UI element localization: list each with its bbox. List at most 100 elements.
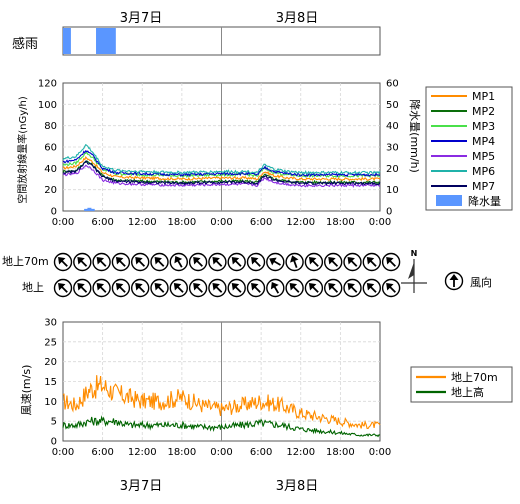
legend-label-MP7: MP7 — [472, 180, 495, 193]
wind-arrow-icon — [53, 278, 73, 298]
x-tick-label: 6:00 — [91, 447, 113, 458]
legend-label-MP6: MP6 — [472, 165, 495, 178]
y-tick-label: 5 — [51, 417, 57, 428]
wind-arrow-icon — [227, 252, 246, 272]
legend-label-MP5: MP5 — [472, 150, 495, 163]
radiation-y-axis-label: 空間放射線量率(nGy/h) — [16, 96, 29, 204]
wind-arrow-icon — [150, 252, 169, 272]
wind-dir-legend: 風向 — [444, 271, 492, 291]
y-tick-label: 30 — [44, 318, 57, 329]
wind-speed-chart: 0 5 10 15 20 25 30 0:00 6:00 12:00 18:00 0:00 6:00 1… — [20, 318, 391, 459]
wind-arrow-icon — [73, 252, 92, 272]
wind-arrow-icon — [208, 252, 227, 272]
legend-swatch-precip — [436, 195, 462, 206]
date-label-day1: 3月7日 — [120, 11, 163, 26]
wind-direction-panel: 地上70m 地上 N 風向 — [2, 249, 492, 298]
y-tick-label: 25 — [44, 337, 57, 348]
x-tick-label: 18:00 — [167, 217, 196, 228]
rain-sense-bar — [96, 28, 116, 54]
date-label-day2-bottom: 3月8日 — [276, 479, 319, 494]
y2-tick-label: 30 — [386, 143, 399, 154]
wind-arrow-icon — [92, 252, 111, 272]
x-tick-label: 0:00 — [52, 217, 74, 228]
wind-arrow-icon — [343, 278, 362, 298]
wind-arrow-icon — [130, 252, 150, 272]
y-tick-label: 60 — [44, 143, 57, 154]
x-tick-label: 6:00 — [250, 217, 272, 228]
radiation-chart: 0 20 40 60 80 100 120 0 10 20 30 40 50 60 0:00 6:00 12… — [16, 79, 422, 229]
precipitation-y-axis-label: 降水量(mm/h) — [408, 99, 422, 173]
x-tick-label: 6:00 — [91, 217, 113, 228]
wind-arrow-icon — [324, 252, 343, 272]
wind-arrow-icon — [150, 278, 169, 298]
wind-arrow-icon — [53, 252, 73, 272]
x-tick-label: 0:00 — [369, 447, 391, 458]
wind-speed-legend-frame — [410, 366, 513, 403]
x-tick-label: 0:00 — [369, 217, 391, 228]
wind-speed-y-ticks: 0 5 10 15 20 25 30 — [44, 318, 57, 448]
wind-arrow-icon — [111, 252, 131, 272]
wind-arrow-icon — [285, 278, 304, 298]
wind-arrow-icon — [169, 252, 189, 272]
y-tick-label: 80 — [44, 121, 57, 132]
x-tick-label: 0:00 — [52, 447, 74, 458]
legend-label-MP2: MP2 — [472, 105, 495, 118]
y-tick-label: 20 — [44, 357, 57, 368]
legend-label-地上高: 地上高 — [451, 385, 484, 399]
north-indicator: N — [401, 249, 427, 293]
radiation-legend-frame — [425, 86, 513, 211]
y2-tick-label: 20 — [386, 164, 399, 175]
precipitation-y-ticks: 0 10 20 30 40 50 60 — [386, 79, 399, 218]
y2-tick-label: 10 — [386, 185, 399, 196]
rain-sense-panel: 感雨 — [12, 26, 381, 56]
rain-sense-bars — [63, 28, 116, 54]
series-line-MP6 — [62, 143, 381, 175]
x-tick-label: 0:00 — [210, 217, 232, 228]
x-tick-label: 0:00 — [210, 447, 232, 458]
y-tick-label: 0 — [51, 207, 57, 218]
y2-tick-label: 40 — [386, 121, 399, 132]
wind-arrow-icon — [188, 252, 208, 272]
y-tick-label: 15 — [44, 377, 57, 388]
wind-speed-y-axis-label: 風速(m/s) — [20, 365, 33, 416]
rain-sense-bar — [63, 28, 71, 54]
radiation-lines — [62, 143, 381, 188]
wind-dir-legend-label: 風向 — [470, 275, 492, 289]
wind-arrow-icon — [362, 252, 381, 272]
rain-sense-label: 感雨 — [12, 36, 38, 52]
x-tick-label: 18:00 — [326, 217, 355, 228]
wind-arrow-icon — [266, 278, 285, 298]
x-tick-label: 12:00 — [286, 217, 315, 228]
wind-arrow-icon — [208, 278, 227, 298]
wind-dir-row-label-ground: 地上 — [22, 281, 44, 294]
wind-arrow-icon — [73, 278, 92, 298]
precipitation-bars — [84, 207, 95, 211]
y2-tick-label: 50 — [386, 100, 399, 111]
x-tick-label: 12:00 — [128, 447, 157, 458]
wind-speed-lines — [62, 375, 381, 438]
wind-arrow-icon — [324, 278, 343, 298]
x-tick-label: 18:00 — [167, 447, 196, 458]
series-line-地上70m — [62, 375, 381, 430]
series-line-MP7 — [62, 160, 381, 186]
y-tick-label: 40 — [44, 164, 57, 175]
precip-bar — [87, 207, 92, 211]
y-tick-label: 0 — [51, 437, 57, 448]
date-label-day2: 3月8日 — [276, 11, 319, 26]
wind-arrow-icon — [381, 252, 401, 272]
wind-arrow-icon — [246, 252, 266, 272]
y2-tick-label: 60 — [386, 79, 399, 90]
x-tick-label: 12:00 — [128, 217, 157, 228]
series-line-MP5 — [62, 164, 381, 188]
wind-arrow-icon — [188, 278, 208, 298]
y-tick-label: 100 — [38, 100, 57, 111]
wind-arrow-icon — [304, 252, 324, 272]
precip-bar — [90, 208, 95, 211]
y2-tick-label: 0 — [386, 207, 392, 218]
north-label: N — [411, 249, 418, 258]
series-line-地上高 — [62, 415, 381, 438]
wind-arrow-icon — [111, 278, 131, 298]
wind-arrow-icon — [169, 278, 189, 298]
